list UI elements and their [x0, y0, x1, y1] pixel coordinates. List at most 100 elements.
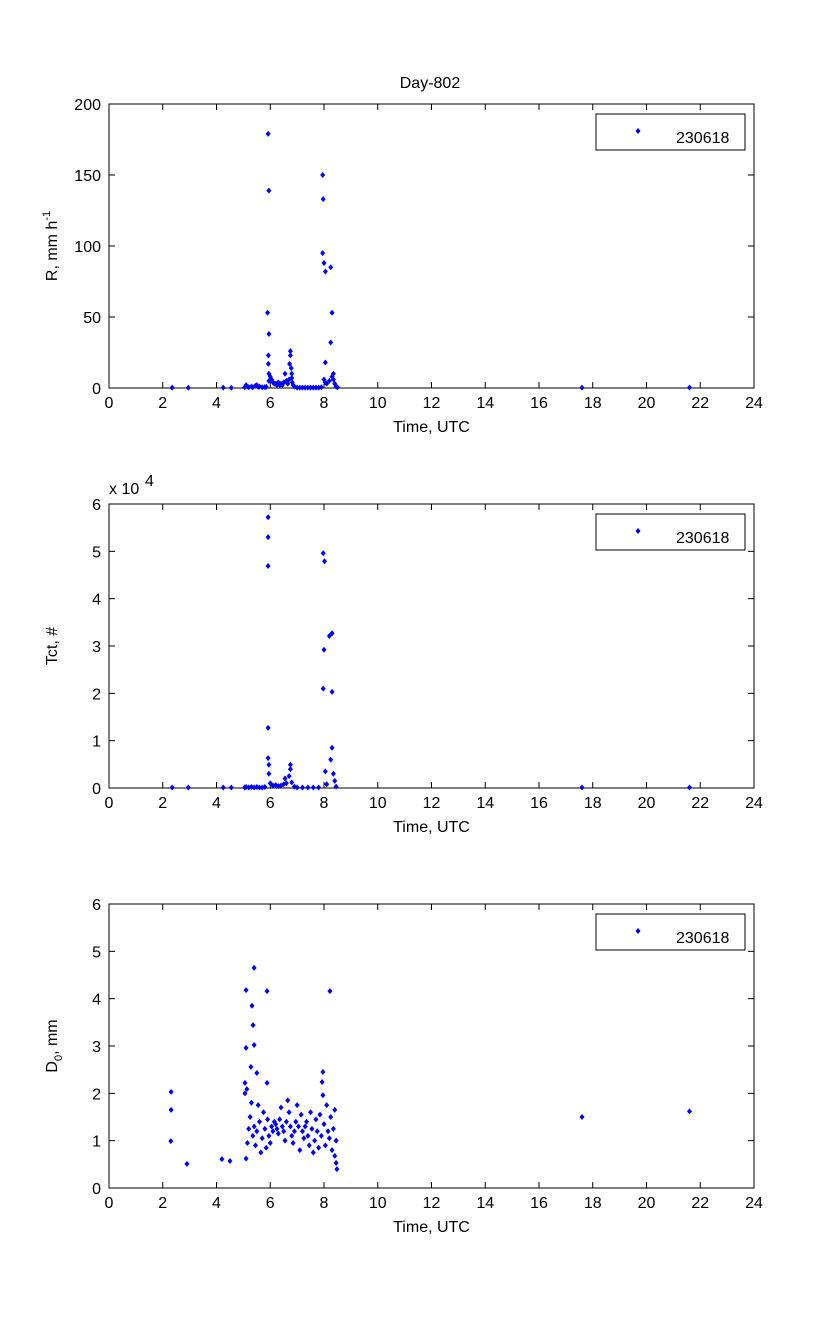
data-point [273, 1121, 279, 1128]
x-tick-label: 16 [530, 795, 548, 812]
data-point [270, 1128, 276, 1135]
data-point [242, 1079, 248, 1086]
legend: 230618 [595, 513, 746, 551]
data-point [320, 1092, 326, 1099]
y-tick-label: 4 [92, 592, 101, 609]
data-point [295, 1123, 301, 1130]
figure-title: Day-802 [400, 75, 461, 92]
data-point [324, 380, 330, 387]
data-point [293, 1118, 299, 1125]
legend: 230618 [595, 913, 746, 951]
data-point [300, 1128, 305, 1135]
x-tick-label: 12 [423, 395, 441, 412]
data-point [265, 352, 271, 359]
data-point [287, 766, 293, 773]
data-point [324, 781, 330, 788]
data-point [257, 1118, 262, 1125]
x-tick-label: 8 [320, 795, 329, 812]
data-point [318, 384, 324, 391]
y-tick-label: 6 [92, 497, 101, 514]
y-axis-label-main: Tct, # [44, 627, 61, 665]
data-point [251, 1123, 257, 1130]
data-point [262, 1125, 268, 1132]
legend-marker [635, 528, 641, 534]
data-point [328, 756, 334, 763]
data-point [322, 558, 328, 565]
data-point [227, 1158, 233, 1165]
x-axis-label: Time, UTC [393, 819, 470, 836]
data-point [251, 964, 257, 971]
data-point [326, 377, 332, 384]
data-point [266, 331, 272, 338]
data-point [265, 514, 271, 521]
x-tick-label: 0 [105, 795, 114, 812]
data-point [246, 1125, 252, 1132]
data-point [252, 1142, 258, 1149]
data-point [251, 1042, 257, 1049]
x-tick-label: 18 [584, 795, 602, 812]
x-tick-label: 10 [369, 795, 387, 812]
data-point [324, 1102, 330, 1109]
data-point [320, 685, 326, 692]
x-tick-label: 22 [691, 795, 709, 812]
x-tick-label: 6 [266, 395, 275, 412]
data-point [326, 633, 332, 640]
data-point [329, 688, 335, 695]
data-point [330, 770, 336, 777]
data-point [279, 1123, 285, 1130]
x-tick-label: 18 [584, 1195, 602, 1212]
data-point [287, 348, 293, 355]
data-point [261, 1109, 267, 1116]
x-tick-label: 14 [476, 1195, 494, 1212]
data-point [329, 630, 335, 637]
data-point [266, 187, 272, 194]
x-tick-label: 20 [638, 795, 656, 812]
data-point [185, 384, 191, 391]
data-point [287, 761, 293, 768]
x-tick-label: 10 [369, 395, 387, 412]
data-point [309, 1125, 315, 1132]
data-point [265, 360, 271, 367]
data-point [244, 1140, 250, 1147]
data-point [328, 1114, 334, 1120]
data-point [332, 777, 338, 784]
y-axis-label-sub: 0 [53, 1055, 65, 1061]
x-tick-label: 22 [691, 395, 709, 412]
data-point [287, 352, 293, 359]
data-point [316, 1144, 322, 1151]
x-axis-label: Time, UTC [393, 419, 470, 436]
data-point [267, 1140, 273, 1147]
data-point [219, 1156, 225, 1163]
data-point [300, 784, 305, 791]
data-point [263, 383, 269, 390]
data-point [308, 384, 314, 391]
x-tick-label: 8 [320, 395, 329, 412]
data-point [185, 784, 191, 791]
data-point [294, 784, 300, 791]
data-point [332, 1152, 338, 1159]
data-point [286, 1109, 292, 1116]
x-axis-label: Time, UTC [393, 1219, 470, 1236]
data-point [320, 550, 326, 557]
data-point [244, 1086, 250, 1093]
x-tick-label: 24 [745, 395, 763, 412]
y-axis-label-tail: , mm [44, 1019, 61, 1055]
data-point [298, 1111, 304, 1118]
data-point [242, 1090, 248, 1097]
x-tick-label: 0 [105, 1195, 114, 1212]
data-point [322, 268, 328, 275]
data-point [330, 370, 336, 377]
data-point [254, 1069, 260, 1076]
y-axis-label-main: R, mm h [44, 221, 61, 281]
data-point [289, 1132, 295, 1139]
data-point [282, 1137, 288, 1144]
axes-box [108, 903, 755, 1189]
x-tick-label: 0 [105, 395, 114, 412]
data-point [326, 1135, 332, 1142]
data-point [259, 384, 265, 391]
data-point [169, 784, 175, 791]
y-tick-label: 100 [74, 239, 101, 256]
data-point [269, 1123, 275, 1130]
data-point [243, 1155, 249, 1162]
